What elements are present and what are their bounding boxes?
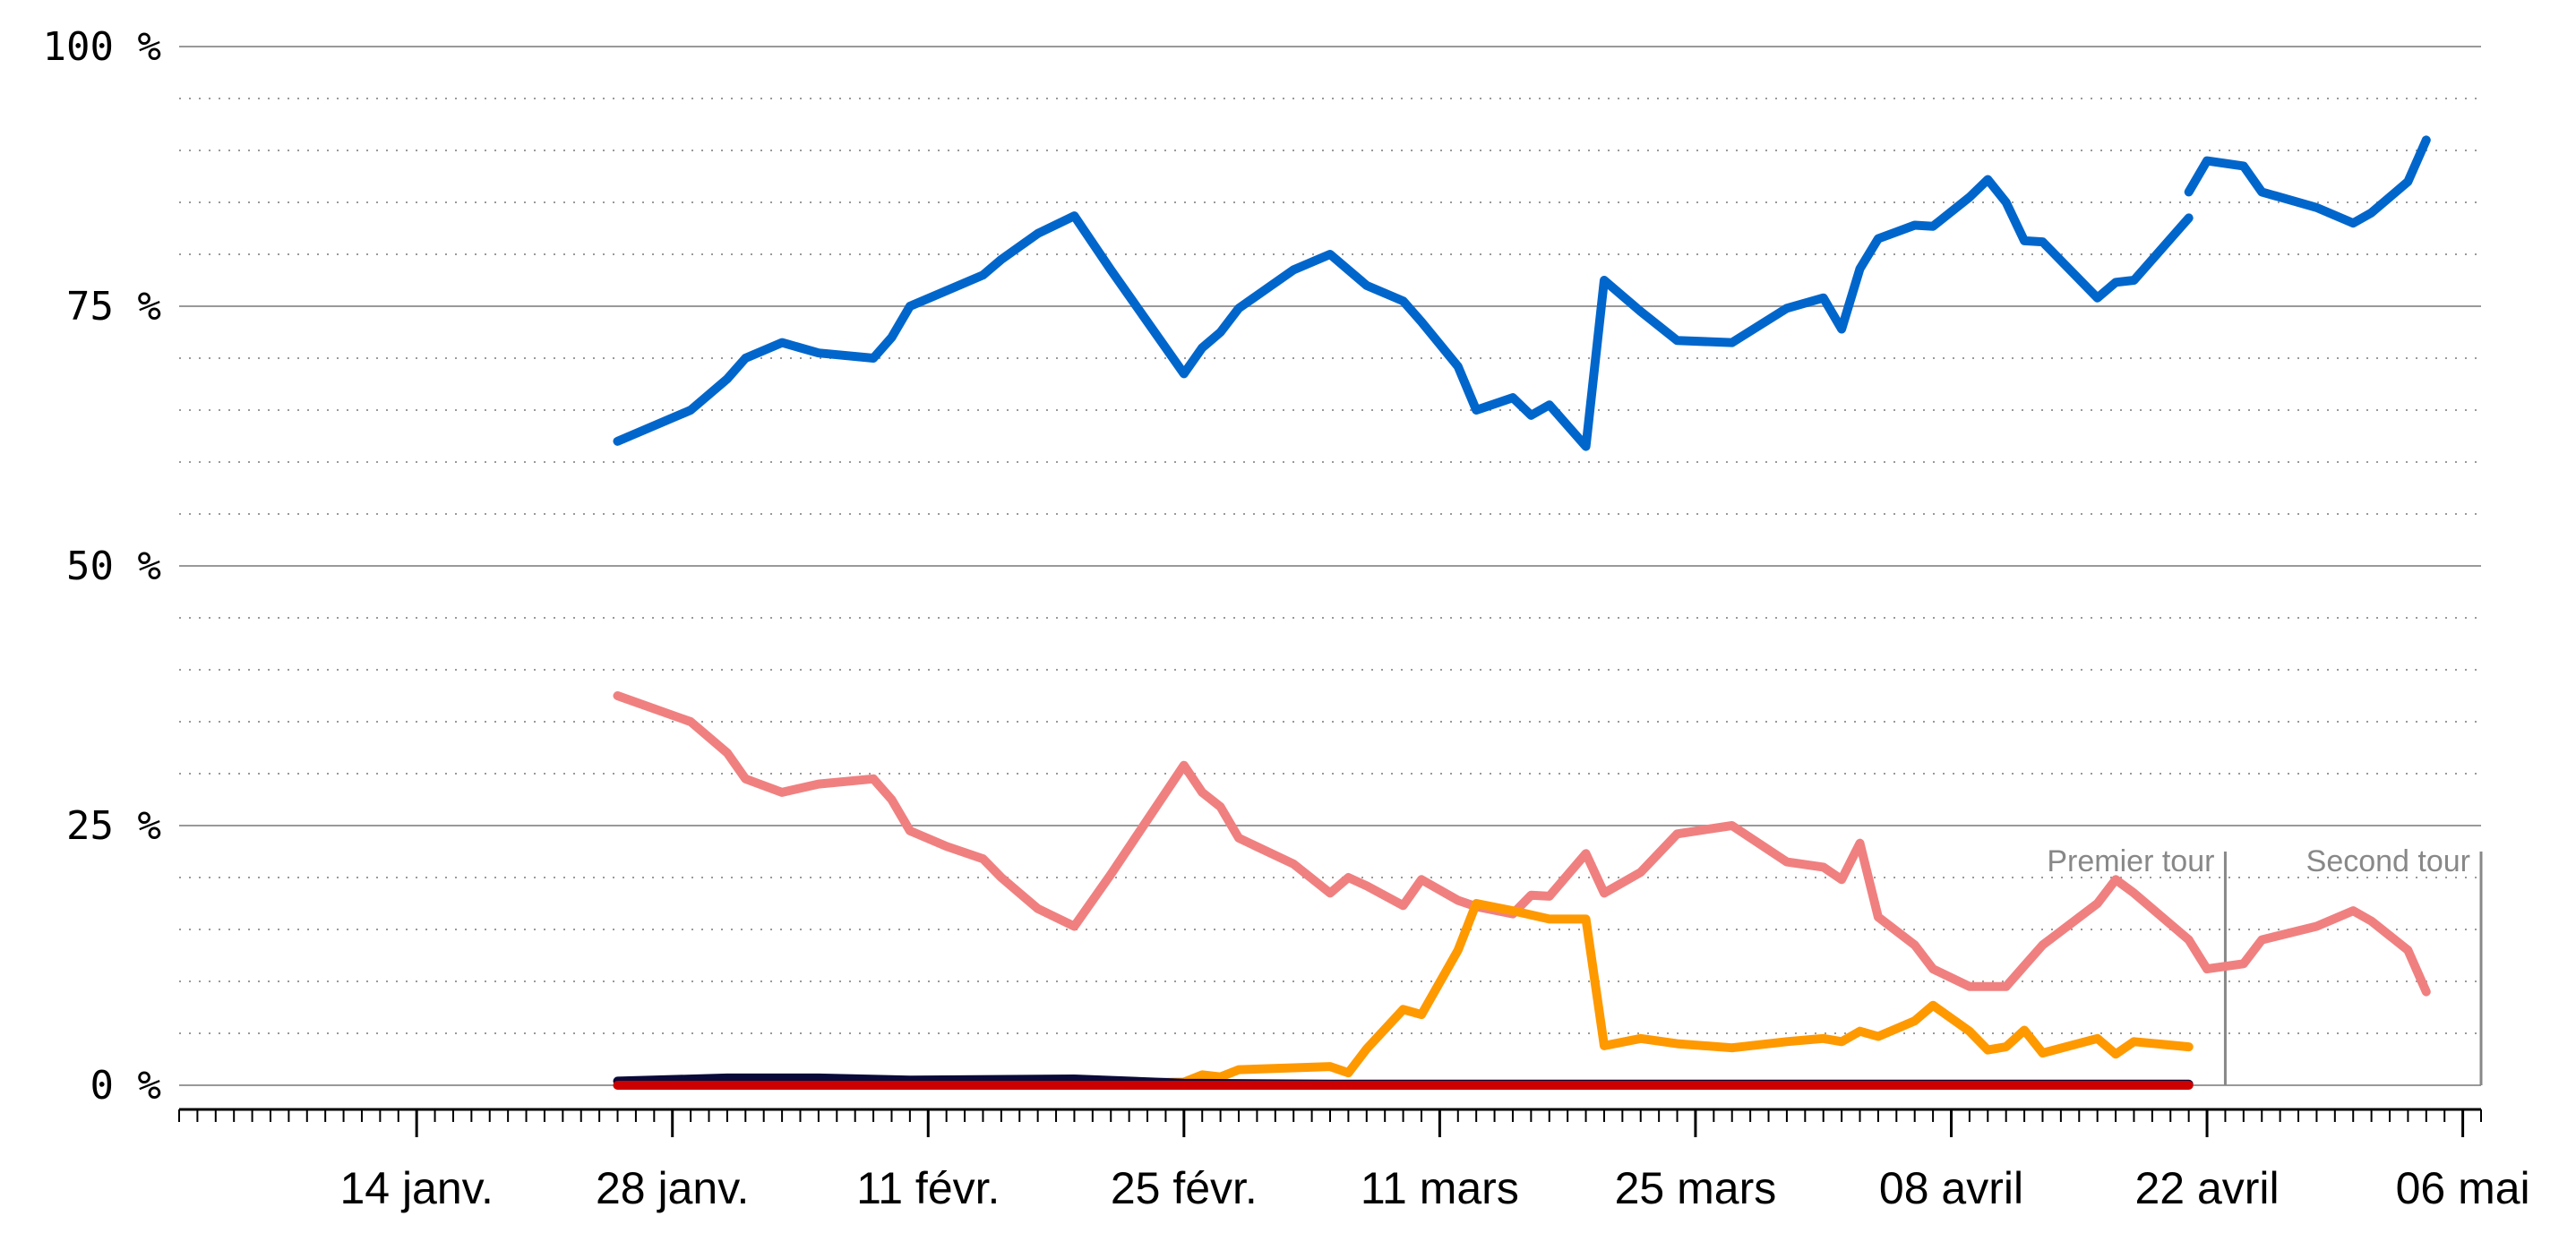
x-tick-label: 25 févr. — [1111, 1163, 1258, 1213]
gridlines — [179, 46, 2481, 1086]
x-axis: 14 janv. 28 janv. 11 févr. 25 févr. 11 mars 2… — [178, 1108, 2530, 1213]
phase-label: Premier tour — [2047, 844, 2214, 878]
series-line — [613, 175, 2194, 451]
series-line-second-round — [2184, 135, 2431, 228]
series-line — [613, 899, 2194, 1090]
y-tick-label: 100 % — [43, 24, 161, 70]
series-line — [613, 691, 2194, 991]
x-tick-label: 08 avril — [1879, 1163, 2023, 1213]
y-axis: 0 % 25 % 50 % 75 % 100 % — [43, 24, 161, 1109]
x-tick-label: 28 janv. — [596, 1163, 749, 1213]
x-tick-label: 11 mars — [1361, 1163, 1519, 1213]
x-tick-label: 25 mars — [1615, 1163, 1777, 1213]
phase-markers: Premier tour Second tour — [2047, 844, 2483, 1085]
phase-label: Second tour — [2306, 844, 2470, 878]
x-tick-label: 14 janv. — [339, 1163, 493, 1213]
y-tick-label: 0 % — [90, 1063, 161, 1109]
x-tick-label: 22 avril — [2134, 1163, 2279, 1213]
y-tick-label: 50 % — [66, 544, 161, 589]
x-tick-label: 11 févr. — [856, 1163, 1000, 1213]
y-tick-label: 25 % — [66, 803, 161, 849]
series-lines — [613, 135, 2431, 1090]
series-line-second-round — [2184, 906, 2431, 997]
y-tick-label: 75 % — [66, 284, 161, 330]
x-tick-label: 06 mai — [2396, 1163, 2530, 1213]
